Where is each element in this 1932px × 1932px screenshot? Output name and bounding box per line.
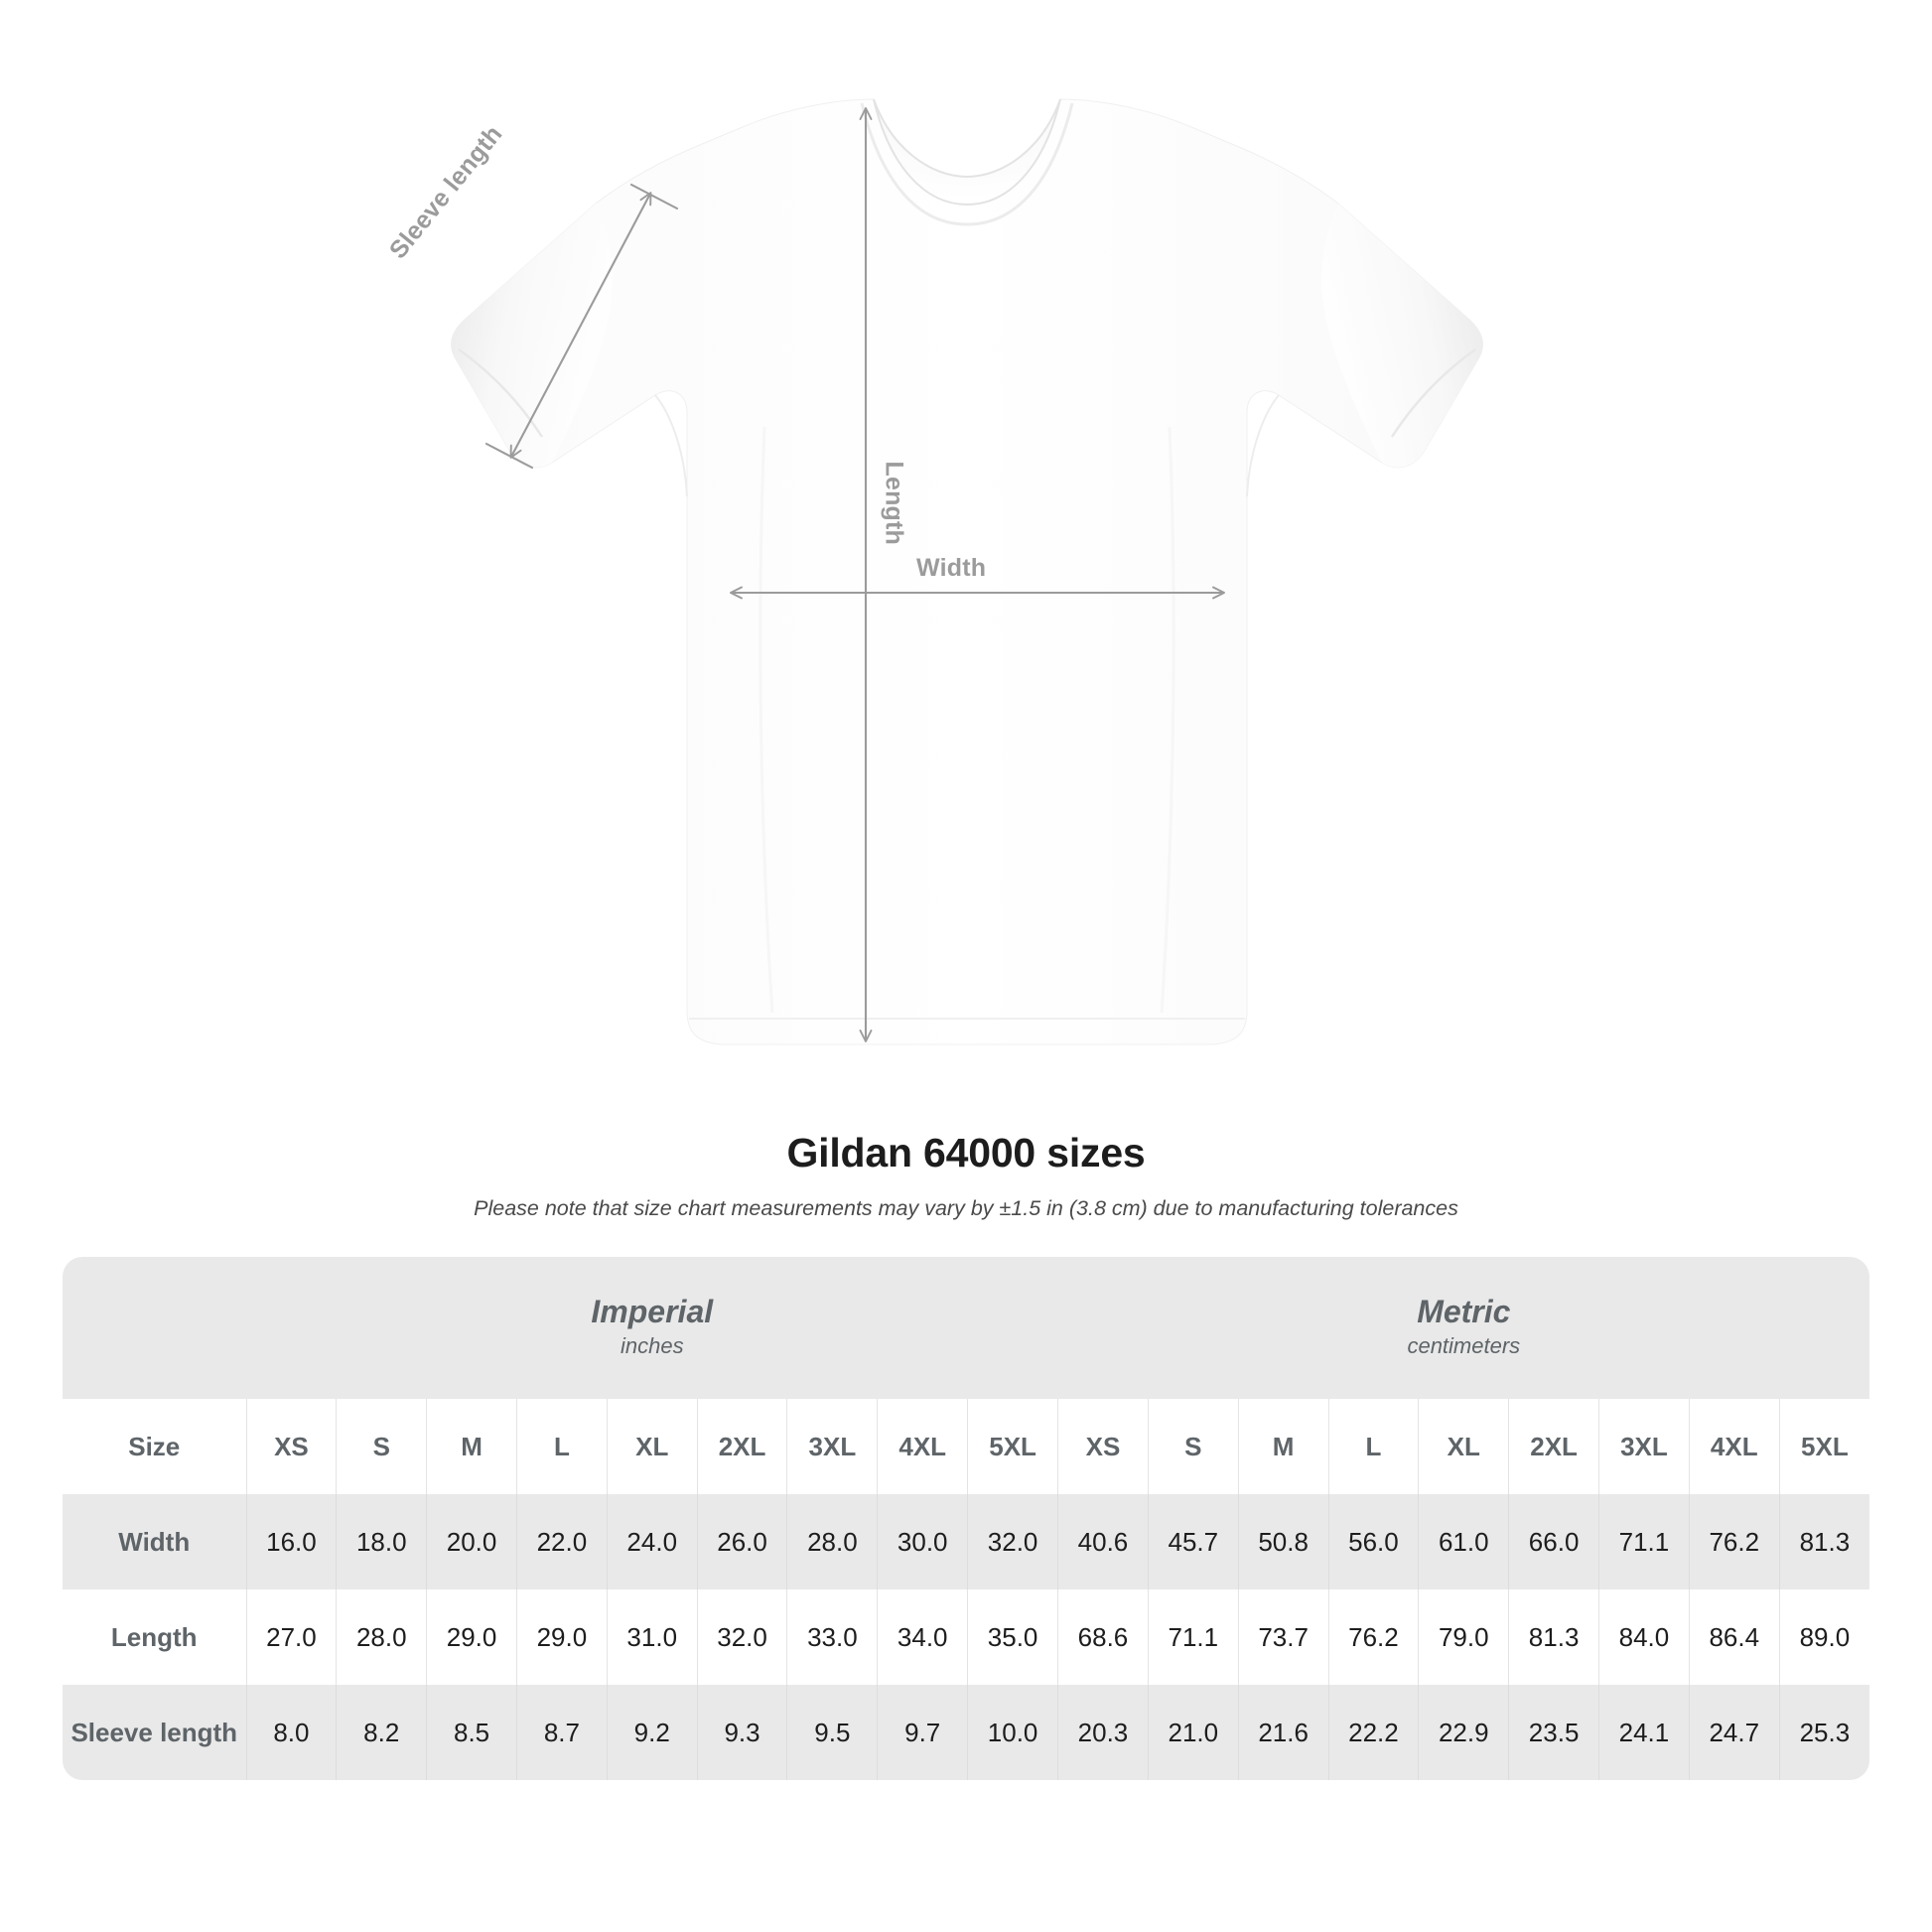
table-cell: 8.0 xyxy=(245,1685,337,1780)
size-column-header: XL xyxy=(606,1399,698,1494)
table-cell: 81.3 xyxy=(1778,1494,1870,1589)
size-column-header: 4XL xyxy=(1688,1399,1780,1494)
length-label: Length xyxy=(880,461,908,546)
table-cell: 8.2 xyxy=(336,1685,427,1780)
size-column-header: L xyxy=(1327,1399,1419,1494)
tshirt-diagram: Sleeve length Length Width xyxy=(384,98,1483,1045)
table-cell: 28.0 xyxy=(336,1589,427,1685)
table-cell: 8.7 xyxy=(515,1685,608,1780)
table-cell: 22.9 xyxy=(1418,1685,1509,1780)
table-cell: 28.0 xyxy=(786,1494,878,1589)
unit-subtitle: centimeters xyxy=(1407,1333,1521,1359)
table-cell: 68.6 xyxy=(1057,1589,1149,1685)
table-cell: 29.0 xyxy=(426,1589,517,1685)
unit-name: Imperial xyxy=(591,1293,714,1329)
table-cell: 84.0 xyxy=(1598,1589,1690,1685)
size-column-header: XL xyxy=(1418,1399,1509,1494)
table-cell: 21.6 xyxy=(1237,1685,1329,1780)
size-column-header: S xyxy=(336,1399,427,1494)
unit-name: Metric xyxy=(1417,1293,1511,1329)
table-cell: 24.7 xyxy=(1688,1685,1780,1780)
table-cell: 21.0 xyxy=(1147,1685,1239,1780)
table-cell: 81.3 xyxy=(1508,1589,1599,1685)
table-cell: 24.0 xyxy=(606,1494,698,1589)
size-column-header: 3XL xyxy=(786,1399,878,1494)
table-cell: 9.3 xyxy=(696,1685,787,1780)
table-cell: 10.0 xyxy=(967,1685,1058,1780)
table-cell: 61.0 xyxy=(1418,1494,1509,1589)
table-cell: 76.2 xyxy=(1688,1494,1780,1589)
unit-banner-corner xyxy=(63,1257,246,1399)
size-column-header: S xyxy=(1147,1399,1239,1494)
size-column-header: XS xyxy=(245,1399,337,1494)
table-cell: 18.0 xyxy=(336,1494,427,1589)
table-row: Width 16.0 18.0 20.0 22.0 24.0 26.0 28.0 30.0 32.… xyxy=(63,1494,1870,1589)
page-title: Gildan 64000 sizes xyxy=(786,1130,1146,1175)
table-row: Sleeve length 8.0 8.2 8.5 8.7 9.2 9.3 9.5 9.7 10.… xyxy=(63,1685,1870,1780)
table-cell: 16.0 xyxy=(245,1494,337,1589)
table-cell: 76.2 xyxy=(1327,1589,1419,1685)
size-column-header: 5XL xyxy=(1778,1399,1870,1494)
width-label: Width xyxy=(916,554,987,582)
table-cell: 20.3 xyxy=(1057,1685,1149,1780)
table-cell: 22.0 xyxy=(515,1494,608,1589)
tshirt-illustration xyxy=(451,98,1483,1045)
size-column-header: XS xyxy=(1057,1399,1149,1494)
table-cell: 23.5 xyxy=(1508,1685,1599,1780)
unit-banner-metric: Metric centimeters xyxy=(1057,1257,1870,1399)
table-cell: 71.1 xyxy=(1598,1494,1690,1589)
table-cell: 29.0 xyxy=(515,1589,608,1685)
table-cell: 30.0 xyxy=(877,1494,968,1589)
table-cell: 33.0 xyxy=(786,1589,878,1685)
table-cell: 86.4 xyxy=(1688,1589,1780,1685)
row-label-sleeve-length: Sleeve length xyxy=(63,1685,246,1780)
table-cell: 24.1 xyxy=(1598,1685,1690,1780)
size-chart-table-wrapper: Imperial inches Metric centimeters Size XS S M L… xyxy=(63,1257,1870,1780)
row-label-length: Length xyxy=(110,1621,198,1652)
table-cell: 73.7 xyxy=(1237,1589,1329,1685)
size-chart-table: Imperial inches Metric centimeters Size XS S M L… xyxy=(63,1257,1870,1780)
unit-banner-row: Imperial inches Metric centimeters xyxy=(63,1257,1870,1399)
size-corner-label: Size xyxy=(128,1431,181,1461)
size-column-header: 5XL xyxy=(967,1399,1058,1494)
size-header-row: Size XS S M L XL 2XL 3XL 4XL 5XL XS S M L XL 2XL 3XL 4XL 5… xyxy=(63,1399,1870,1494)
table-cell: 31.0 xyxy=(606,1589,698,1685)
table-cell: 35.0 xyxy=(967,1589,1058,1685)
table-cell: 71.1 xyxy=(1147,1589,1239,1685)
table-cell: 9.7 xyxy=(877,1685,968,1780)
row-label-width: Width xyxy=(63,1494,246,1589)
table-cell: 27.0 xyxy=(245,1589,337,1685)
tolerance-note: Please note that size chart measurements… xyxy=(474,1196,1458,1220)
table-cell: 32.0 xyxy=(696,1589,787,1685)
tshirt-shape xyxy=(451,98,1483,1045)
table-cell: 45.7 xyxy=(1147,1494,1239,1589)
size-column-header: 3XL xyxy=(1598,1399,1690,1494)
title-block: Gildan 64000 sizes Please note that size… xyxy=(0,1130,1932,1221)
unit-banner-imperial: Imperial inches xyxy=(246,1257,1058,1399)
table-cell: 20.0 xyxy=(426,1494,517,1589)
table-cell: 56.0 xyxy=(1327,1494,1419,1589)
table-cell: 9.5 xyxy=(786,1685,878,1780)
size-column-header: M xyxy=(1237,1399,1329,1494)
size-column-header: 4XL xyxy=(877,1399,968,1494)
table-cell: 25.3 xyxy=(1778,1685,1870,1780)
unit-subtitle: inches xyxy=(620,1333,684,1359)
table-cell: 40.6 xyxy=(1057,1494,1149,1589)
table-cell: 89.0 xyxy=(1778,1589,1870,1685)
table-cell: 26.0 xyxy=(696,1494,787,1589)
table-row: Length 27.0 28.0 29.0 29.0 31.0 32.0 33.0 34.0 35… xyxy=(63,1589,1870,1685)
size-column-header: 2XL xyxy=(1508,1399,1599,1494)
table-cell: 50.8 xyxy=(1237,1494,1329,1589)
table-cell: 66.0 xyxy=(1508,1494,1599,1589)
size-column-header: L xyxy=(515,1399,608,1494)
table-cell: 8.5 xyxy=(426,1685,517,1780)
table-cell: 22.2 xyxy=(1327,1685,1419,1780)
table-cell: 79.0 xyxy=(1418,1589,1509,1685)
table-cell: 32.0 xyxy=(967,1494,1058,1589)
size-column-header: 2XL xyxy=(696,1399,787,1494)
table-cell: 34.0 xyxy=(877,1589,968,1685)
sleeve-length-arrow xyxy=(484,183,679,470)
table-cell: 9.2 xyxy=(606,1685,698,1780)
size-column-header: M xyxy=(426,1399,517,1494)
